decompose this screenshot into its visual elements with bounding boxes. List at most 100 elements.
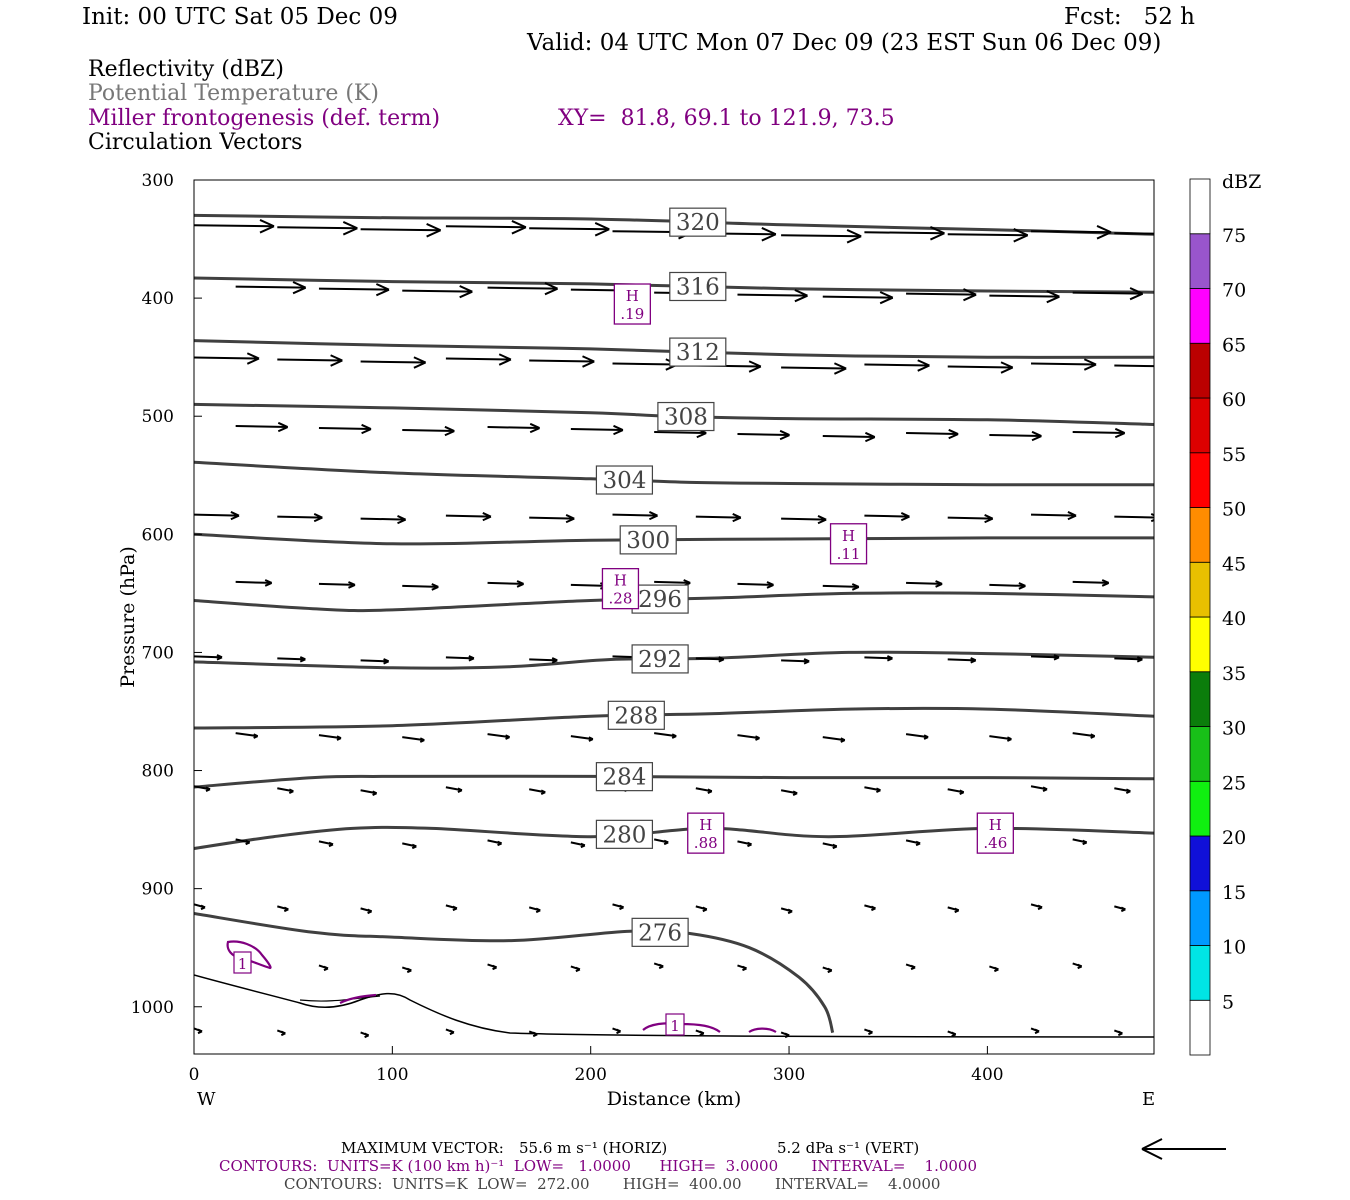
isentrope-label-text: 320 bbox=[676, 210, 720, 236]
circulation-vector bbox=[947, 1030, 957, 1038]
init-time: Init: 00 UTC Sat 05 Dec 09 bbox=[82, 4, 398, 30]
isentrope-label: 316 bbox=[669, 271, 727, 302]
colorbar-level-label: 20 bbox=[1222, 827, 1246, 849]
circulation-vector bbox=[402, 425, 455, 437]
circulation-vector bbox=[570, 841, 586, 849]
colorbar-level-label: 75 bbox=[1222, 225, 1246, 247]
circulation-vector bbox=[318, 734, 342, 741]
legend-reflectivity: Reflectivity (dBZ) bbox=[88, 57, 284, 82]
circulation-vector bbox=[612, 903, 624, 911]
x-tick-label: 200 bbox=[574, 1065, 606, 1085]
circulation-vector bbox=[612, 511, 658, 521]
circulation-vector bbox=[737, 840, 752, 848]
isentrope-label: 288 bbox=[607, 700, 665, 730]
circulation-vector bbox=[529, 514, 575, 524]
colorbar-level-label: 35 bbox=[1222, 663, 1246, 685]
circulation-vector bbox=[360, 223, 442, 238]
circulation-vector bbox=[360, 356, 427, 369]
circulation-vector bbox=[487, 963, 497, 971]
circulation-vector bbox=[1030, 903, 1043, 911]
frontogenesis-max: H.46 bbox=[976, 812, 1014, 854]
circulation-vector bbox=[1114, 513, 1154, 523]
circulation-vector bbox=[1072, 427, 1126, 439]
circulation-vector bbox=[318, 283, 390, 297]
circulation-vector bbox=[781, 362, 847, 375]
circulation-vector bbox=[864, 512, 910, 522]
circulation-vector bbox=[487, 733, 510, 740]
circulation-vector bbox=[864, 655, 893, 662]
circulation-vector bbox=[905, 963, 916, 971]
circulation-vector bbox=[1031, 225, 1112, 240]
circulation-vector bbox=[1114, 787, 1131, 794]
circulation-vector bbox=[695, 1029, 705, 1037]
frontogenesis-label-text: 1 bbox=[670, 1017, 680, 1035]
isentrope-label: 292 bbox=[631, 644, 689, 674]
isentrope-label: 312 bbox=[669, 337, 727, 367]
colorbar-title: dBZ bbox=[1222, 171, 1261, 193]
contours-frontogenesis: CONTOURS: UNITS=K (100 km h)⁻¹ LOW= 1.00… bbox=[219, 1157, 978, 1175]
isentrope-label-text: 300 bbox=[626, 528, 670, 554]
isentrope-label: 276 bbox=[631, 917, 689, 947]
contours-theta: CONTOURS: UNITS=K LOW= 272.00 HIGH= 400.… bbox=[284, 1175, 941, 1193]
circulation-vector bbox=[235, 421, 289, 433]
legend-frontogenesis: Miller frontogenesis (def. term) bbox=[88, 106, 441, 131]
circulation-vector bbox=[989, 965, 999, 973]
circulation-vector bbox=[487, 580, 524, 588]
circulation-vector bbox=[1072, 838, 1088, 846]
max-value: .88 bbox=[694, 834, 718, 852]
frontogenesis-max: H.28 bbox=[601, 568, 640, 610]
colorbar-swatch bbox=[1189, 726, 1211, 782]
circulation-vector bbox=[695, 513, 742, 523]
isentrope-label: 308 bbox=[657, 401, 715, 432]
circulation-vector bbox=[1114, 905, 1126, 913]
circulation-vector bbox=[402, 285, 473, 299]
x-axis-west: W bbox=[197, 1089, 216, 1110]
circulation-vector bbox=[864, 904, 876, 912]
colorbar-level-label: 10 bbox=[1222, 937, 1246, 959]
circulation-vector bbox=[1114, 364, 1154, 368]
isentrope-label: 284 bbox=[595, 762, 654, 792]
isentrope-label-text: 312 bbox=[676, 340, 720, 366]
circulation-vector bbox=[445, 353, 512, 366]
circulation-vector bbox=[989, 735, 1012, 742]
circulation-vector bbox=[570, 735, 594, 742]
isentrope-label-text: 284 bbox=[602, 765, 646, 791]
reference-vector bbox=[1141, 1138, 1226, 1160]
max-value: .46 bbox=[983, 834, 1007, 852]
max-vector-label: MAXIMUM VECTOR: bbox=[341, 1139, 504, 1157]
circulation-vector bbox=[277, 513, 323, 523]
colorbar-swatch bbox=[1189, 616, 1211, 673]
circulation-vector bbox=[402, 842, 417, 850]
frontogenesis-max: H.88 bbox=[687, 812, 725, 854]
circulation-vector bbox=[445, 786, 463, 793]
circulation-vector bbox=[822, 736, 846, 743]
circulation-vector bbox=[1156, 965, 1165, 970]
circulation-vector bbox=[318, 964, 329, 972]
colorbar-swatch bbox=[1189, 452, 1211, 508]
circulation-vector bbox=[445, 655, 475, 662]
colorbar-swatch bbox=[1189, 397, 1211, 454]
circulation-vector bbox=[360, 515, 407, 525]
circulation-vector bbox=[695, 787, 713, 794]
colorbar-swatch bbox=[1189, 233, 1211, 289]
circulation-vector bbox=[864, 1028, 873, 1036]
circulation-vector bbox=[906, 580, 943, 588]
colorbar-swatch bbox=[1189, 945, 1211, 1001]
circulation-vector bbox=[235, 579, 273, 587]
circulation-vector bbox=[487, 422, 540, 434]
max-letter: H bbox=[626, 287, 639, 305]
x-axis-label: Distance (km) bbox=[607, 1088, 742, 1110]
isentrope-label-text: 304 bbox=[602, 468, 646, 494]
max-letter: H bbox=[699, 816, 712, 834]
circulation-vector bbox=[905, 733, 929, 740]
circulation-vector bbox=[864, 786, 881, 793]
circulation-vector bbox=[570, 424, 624, 436]
circulation-vector bbox=[1030, 1027, 1040, 1035]
circulation-vector bbox=[737, 734, 760, 741]
circulation-vector bbox=[1031, 358, 1097, 371]
circulation-vector bbox=[1072, 962, 1083, 970]
circulation-vector bbox=[989, 290, 1060, 304]
circulation-vector bbox=[864, 359, 930, 372]
circulation-vector bbox=[1031, 511, 1077, 521]
circulation-vector bbox=[235, 732, 259, 739]
